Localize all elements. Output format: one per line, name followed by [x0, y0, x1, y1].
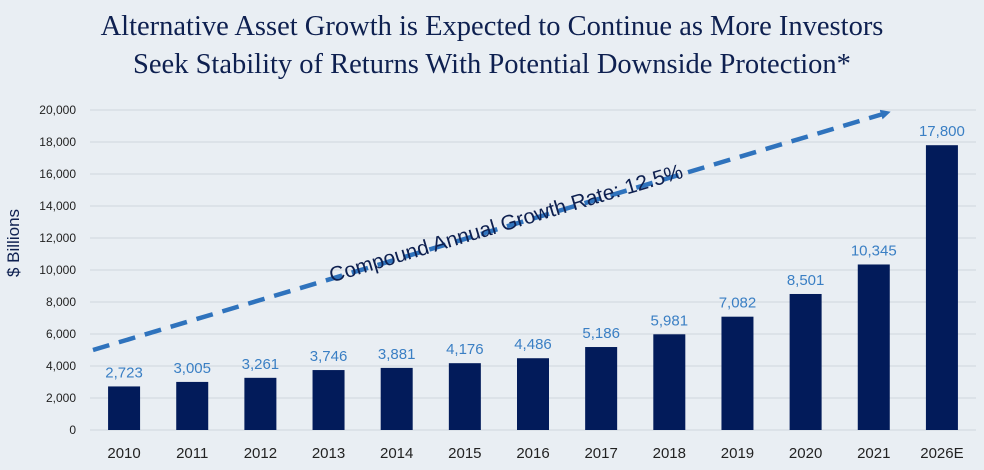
- y-tick-label: 0: [69, 423, 76, 437]
- x-axis-ticks: 2010 2011 2012 2013 2014 2015 2016 2017 2018 2019…: [107, 445, 963, 462]
- y-tick-label: 18,000: [39, 135, 76, 149]
- bar-value-label: 5,981: [651, 312, 689, 329]
- y-tick-label: 2,000: [46, 391, 76, 405]
- bar: [448, 363, 481, 430]
- bar: [108, 386, 141, 430]
- bar-value-label: 10,345: [851, 242, 897, 259]
- x-tick-label: 2018: [653, 445, 686, 462]
- bar-value-label: 4,176: [446, 341, 484, 358]
- cagr-annotation: Compound Annual Growth Rate: 12.5%: [327, 160, 686, 287]
- x-tick-label: 2015: [448, 445, 481, 462]
- bar-value-label: 2,723: [105, 364, 143, 381]
- x-tick-label: 2012: [244, 445, 277, 462]
- y-tick-label: 20,000: [39, 103, 76, 117]
- chart-title-line-2: Seek Stability of Returns With Potential…: [133, 49, 851, 80]
- bar-value-label: 7,082: [719, 295, 757, 312]
- bar: [789, 293, 822, 430]
- x-tick-label: 2020: [789, 445, 822, 462]
- bar-value-label: 3,261: [242, 356, 280, 373]
- x-tick-label: 2019: [721, 445, 754, 462]
- bar: [517, 358, 549, 430]
- growth-trend-arrow: [92, 109, 891, 353]
- y-tick-label: 14,000: [39, 199, 76, 213]
- chart-title-line-1: Alternative Asset Growth is Expected to …: [100, 11, 884, 42]
- bar-value-label: 3,746: [310, 348, 348, 365]
- x-tick-label: 2014: [380, 445, 413, 462]
- bar: [176, 381, 209, 430]
- x-tick-label: 2017: [584, 445, 617, 462]
- bar-value-label: 17,800: [919, 123, 965, 140]
- bar: [312, 370, 345, 430]
- x-tick-label: 2011: [176, 445, 208, 462]
- bar: [925, 145, 958, 430]
- bar-value-label: 5,186: [582, 325, 620, 342]
- x-tick-label: 2013: [312, 445, 345, 462]
- bar-value-label: 3,881: [378, 346, 416, 363]
- bar: [585, 347, 618, 430]
- y-tick-label: 6,000: [46, 327, 76, 341]
- bar-value-label: 3,005: [173, 360, 211, 377]
- bar: [653, 334, 686, 430]
- chart-title: Alternative Asset Growth is Expected to …: [0, 8, 984, 84]
- y-tick-label: 10,000: [39, 263, 76, 277]
- x-tick-label: 2021: [857, 445, 890, 462]
- x-tick-label: 2010: [107, 445, 140, 462]
- bars: [108, 145, 958, 430]
- bar-value-label: 8,501: [787, 272, 825, 289]
- x-tick-label: 2026E: [920, 445, 963, 462]
- bar: [380, 367, 413, 430]
- bar: [857, 264, 890, 430]
- y-axis-label: $ Billions: [4, 209, 23, 277]
- y-tick-label: 16,000: [39, 167, 76, 181]
- y-tick-label: 4,000: [46, 359, 76, 373]
- y-tick-label: 8,000: [46, 295, 76, 309]
- bar: [721, 316, 754, 430]
- y-axis-ticks: 0 2,000 4,000 6,000 8,000 10,000 12,000 14,000 1…: [39, 103, 76, 437]
- value-labels: 2,723 3,005 3,261 3,746 3,881 4,176 4,486 5,186…: [105, 123, 965, 381]
- x-tick-label: 2016: [516, 445, 549, 462]
- bar: [244, 377, 277, 430]
- gridlines: [90, 109, 976, 431]
- y-tick-label: 12,000: [39, 231, 76, 245]
- bar-value-label: 4,486: [514, 336, 552, 353]
